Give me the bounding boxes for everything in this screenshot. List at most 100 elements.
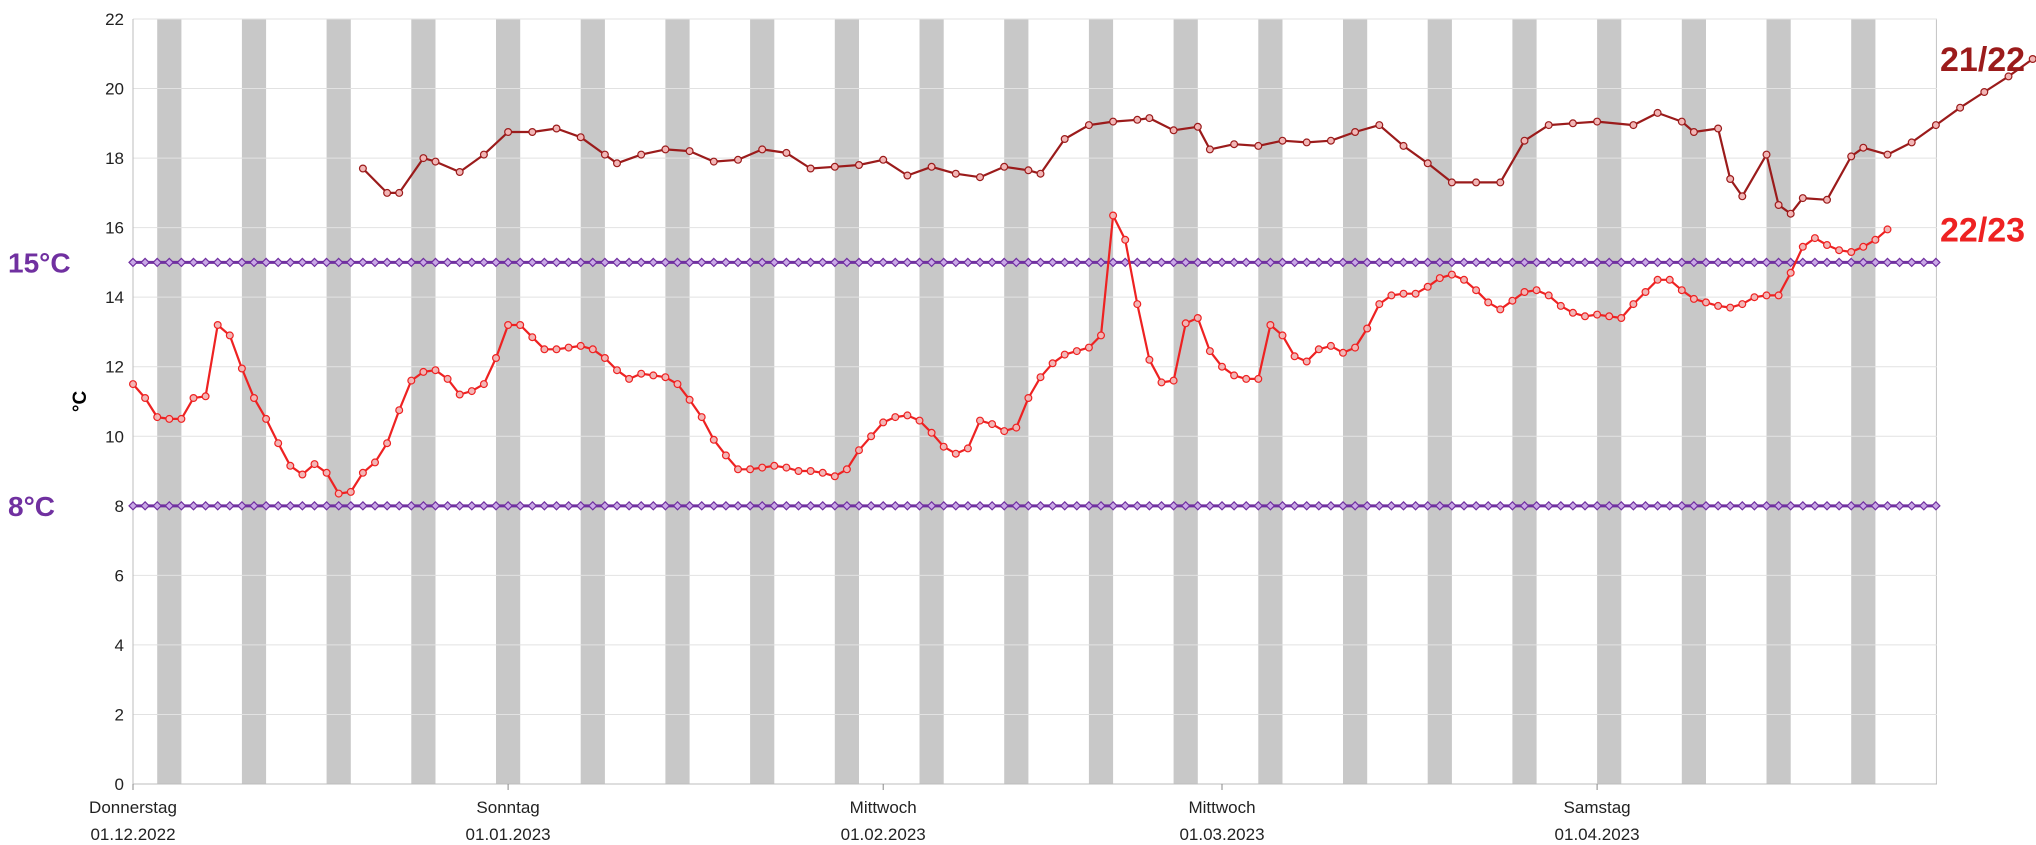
data-point: [1278, 331, 1287, 340]
reference-marker: [503, 257, 513, 268]
reference-marker: [696, 500, 707, 511]
reference-marker: [1229, 500, 1239, 511]
reference-marker: [926, 500, 937, 511]
data-point: [1810, 234, 1819, 243]
data-point: [528, 333, 537, 342]
x-tick-weekday: Mittwoch: [850, 798, 917, 817]
reference-marker: [963, 257, 973, 268]
reference-marker: [370, 257, 380, 268]
data-point: [467, 387, 476, 396]
data-point: [1677, 117, 1686, 126]
data-point: [1931, 121, 1940, 130]
reference-marker: [394, 257, 405, 268]
reference-marker: [1410, 257, 1421, 268]
data-point: [927, 162, 936, 171]
data-point: [419, 154, 428, 163]
weekend-band: [411, 19, 436, 784]
data-point: [1822, 241, 1831, 250]
reference-marker: [237, 257, 247, 268]
data-point: [806, 164, 815, 173]
data-point: [334, 489, 343, 498]
data-point: [1593, 117, 1602, 126]
reference-marker: [648, 500, 659, 511]
data-point: [1254, 374, 1263, 383]
data-point: [1157, 378, 1166, 387]
data-point: [1266, 321, 1275, 330]
reference-marker: [358, 500, 368, 511]
data-point: [661, 373, 670, 382]
data-point: [431, 366, 440, 375]
data-point: [1798, 242, 1807, 251]
y-tick-label: 0: [115, 775, 124, 794]
data-point: [879, 418, 888, 427]
reference-marker: [164, 257, 175, 268]
reference-marker: [600, 257, 610, 268]
reference-marker: [563, 500, 574, 511]
reference-marker: [1664, 500, 1675, 511]
reference-marker: [1422, 257, 1433, 268]
reference-marker: [842, 500, 852, 511]
reference-marker: [1846, 257, 1857, 268]
reference-marker: [1023, 500, 1034, 511]
weekend-band: [1004, 19, 1029, 784]
reference-marker: [1265, 257, 1276, 268]
reference-marker: [261, 500, 271, 511]
reference-marker: [1568, 257, 1578, 268]
reference-marker: [938, 500, 949, 511]
data-point: [1145, 355, 1154, 364]
reference-marker: [1241, 500, 1252, 511]
weekend-band: [1088, 19, 1114, 784]
reference-marker: [1120, 500, 1131, 511]
data-point: [600, 354, 609, 363]
reference-marker: [890, 257, 901, 268]
reference-marker: [1265, 500, 1276, 511]
data-series: [129, 55, 2036, 498]
weekend-band: [1935, 19, 1937, 784]
data-point: [1701, 298, 1710, 307]
reference-marker: [1580, 257, 1590, 268]
reference-marker: [309, 500, 320, 511]
reference-marker: [273, 500, 284, 511]
x-tick-date: 01.04.2023: [1555, 825, 1640, 844]
data-point: [625, 374, 634, 383]
series-label: 21/22: [1940, 41, 2025, 79]
reference-marker: [224, 257, 235, 268]
reference-marker: [1676, 500, 1687, 511]
reference-marker: [212, 500, 223, 511]
data-point: [1193, 122, 1202, 131]
reference-marker: [285, 500, 296, 511]
reference-marker: [769, 257, 780, 268]
reference-marker: [406, 500, 417, 511]
reference-marker: [128, 500, 138, 511]
reference-marker: [587, 257, 598, 268]
reference-marker: [297, 257, 308, 268]
data-point: [419, 367, 428, 376]
reference-marker: [261, 257, 271, 268]
data-point: [479, 150, 488, 159]
reference-marker: [745, 257, 755, 268]
reference-marker: [733, 500, 743, 511]
reference-marker: [515, 257, 526, 268]
y-tick-label: 2: [115, 705, 124, 724]
reference-marker: [1834, 257, 1844, 268]
data-point: [1024, 166, 1033, 175]
reference-marker: [1507, 500, 1518, 511]
data-point: [576, 341, 585, 350]
data-point: [685, 147, 694, 156]
reference-marker: [878, 257, 889, 268]
data-point: [1556, 301, 1565, 310]
reference-marker: [128, 257, 138, 268]
data-point: [1217, 362, 1226, 371]
reference-marker: [672, 257, 683, 268]
data-point: [1000, 162, 1009, 171]
reference-marker: [406, 257, 417, 268]
reference-marker: [914, 257, 925, 268]
data-point: [1689, 128, 1698, 137]
reference-marker: [1543, 257, 1554, 268]
reference-marker: [1180, 500, 1191, 511]
data-point: [588, 345, 597, 354]
data-point: [733, 465, 742, 474]
reference-marker: [1725, 500, 1736, 511]
data-point: [1121, 235, 1130, 244]
